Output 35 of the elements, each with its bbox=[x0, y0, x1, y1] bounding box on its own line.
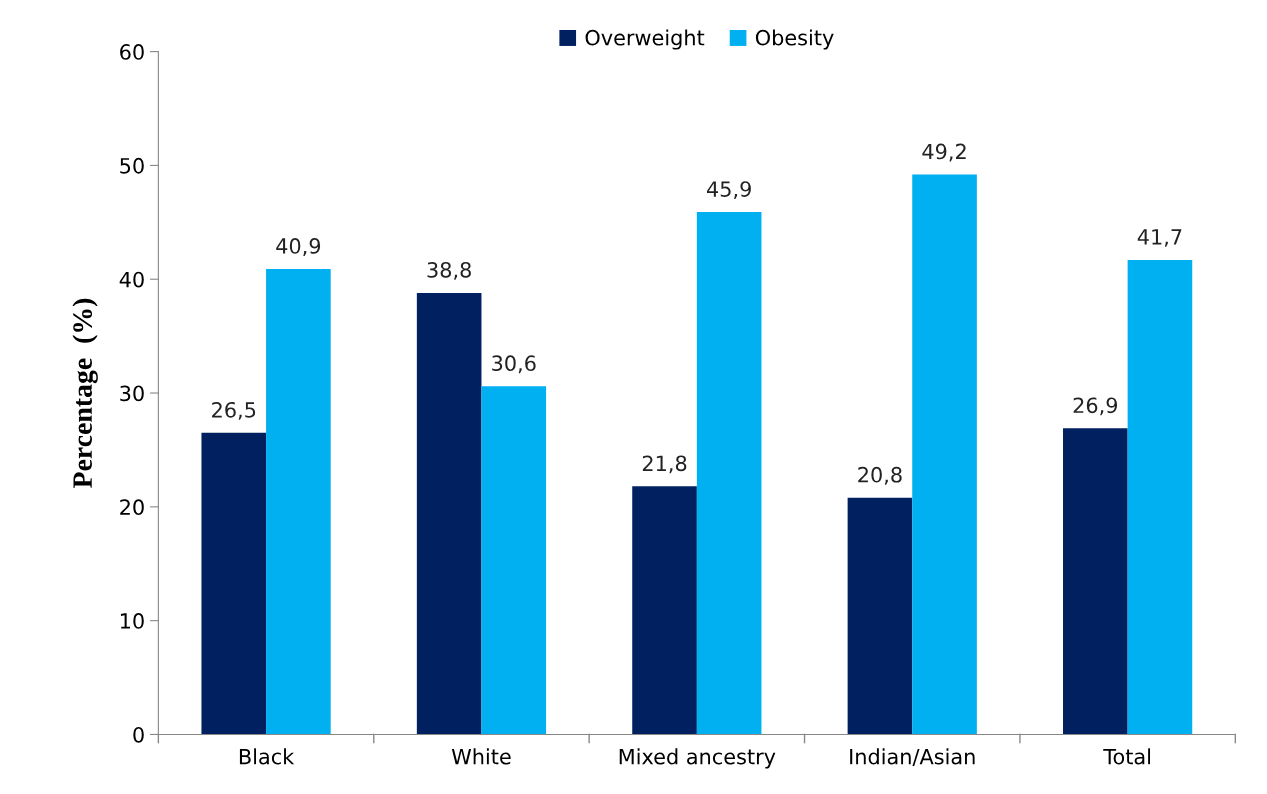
y-tick-label: 30 bbox=[120, 385, 144, 402]
legend-label: Overweight bbox=[585, 29, 705, 50]
y-tick-label: 40 bbox=[119, 271, 144, 288]
data-label: 21,8 bbox=[642, 455, 687, 474]
y-tick-label: 60 bbox=[120, 44, 144, 60]
data-label: 38,8 bbox=[427, 261, 471, 280]
y-tick-label: 50 bbox=[120, 157, 144, 174]
bar bbox=[696, 212, 762, 735]
x-tick-label: Indian/Asian bbox=[850, 748, 975, 767]
data-label: 30,6 bbox=[492, 355, 536, 374]
data-label: 49,2 bbox=[922, 143, 966, 162]
bar bbox=[847, 497, 913, 735]
bar bbox=[912, 174, 977, 735]
x-tick-label: White bbox=[451, 748, 511, 765]
data-label: 41,7 bbox=[1137, 229, 1182, 247]
bar bbox=[632, 486, 697, 735]
y-axis-title: Percentage (%) bbox=[72, 298, 98, 488]
legend-label: Obesity bbox=[755, 29, 834, 50]
bar bbox=[201, 432, 267, 735]
data-label: 26,9 bbox=[1073, 397, 1118, 416]
bar bbox=[1127, 259, 1193, 735]
bar bbox=[1063, 428, 1128, 735]
data-label: 20,8 bbox=[858, 466, 902, 485]
bar bbox=[266, 268, 331, 735]
bar bbox=[481, 386, 547, 735]
x-tick-label: Total bbox=[1103, 748, 1150, 765]
data-label: 26,5 bbox=[212, 401, 256, 420]
bar bbox=[416, 292, 482, 735]
x-tick-label: Black bbox=[239, 748, 295, 765]
data-label: 40,9 bbox=[276, 238, 321, 256]
data-label: 45,9 bbox=[706, 181, 751, 200]
y-tick-label: 20 bbox=[120, 499, 144, 516]
y-tick-label: 0 bbox=[133, 726, 144, 743]
y-tick-label: 10 bbox=[120, 613, 144, 629]
x-tick-label: Mixed ancestry bbox=[619, 748, 776, 769]
